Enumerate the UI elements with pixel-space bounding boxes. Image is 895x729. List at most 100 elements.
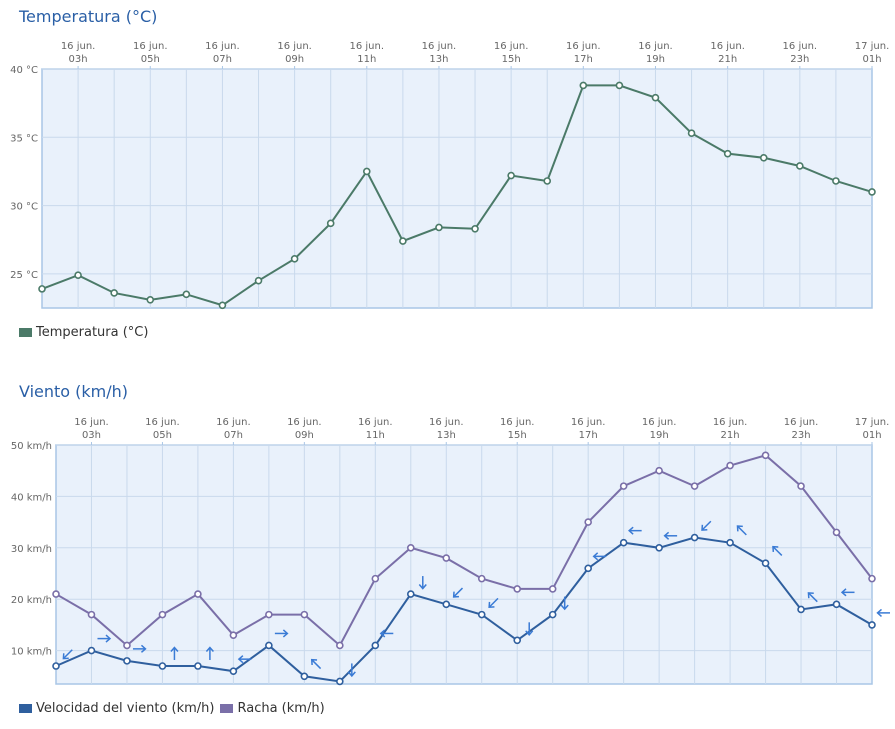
- data-point[interactable]: [362, 167, 371, 176]
- data-point[interactable]: [507, 171, 515, 180]
- data-point[interactable]: [87, 610, 96, 619]
- data-point[interactable]: [326, 219, 335, 228]
- data-point[interactable]: [651, 93, 660, 102]
- data-point[interactable]: [543, 177, 552, 185]
- x-tick-date-label: 16 jun.: [61, 41, 96, 52]
- data-point[interactable]: [218, 301, 227, 310]
- data-point[interactable]: [265, 641, 273, 650]
- data-point[interactable]: [87, 646, 96, 655]
- data-point[interactable]: [146, 296, 155, 304]
- data-point[interactable]: [726, 461, 734, 470]
- y-tick-label: 10 km/h: [11, 647, 52, 658]
- data-point[interactable]: [336, 641, 344, 650]
- data-point[interactable]: [123, 657, 131, 665]
- data-point[interactable]: [254, 276, 263, 285]
- x-tick-hour-label: 19h: [650, 430, 669, 441]
- y-tick-label: 50 km/h: [11, 441, 52, 452]
- wind-direction-arrow-icon: [560, 596, 569, 611]
- x-tick-date-label: 16 jun.: [783, 41, 818, 52]
- data-point[interactable]: [182, 290, 191, 299]
- x-tick-date-label: 16 jun.: [287, 417, 322, 428]
- data-point[interactable]: [471, 224, 479, 233]
- data-point[interactable]: [797, 605, 805, 614]
- data-point[interactable]: [832, 600, 841, 609]
- temperature-chart-title: Temperatura (°C): [19, 7, 158, 26]
- data-point[interactable]: [513, 636, 522, 645]
- data-point[interactable]: [797, 482, 805, 490]
- data-point[interactable]: [548, 585, 557, 593]
- data-point[interactable]: [290, 255, 299, 263]
- data-point[interactable]: [761, 559, 770, 568]
- x-tick-hour-label: 05h: [141, 54, 160, 65]
- legend-item-gust[interactable]: Racha (km/h): [220, 701, 325, 716]
- x-tick-hour-label: 07h: [224, 430, 243, 441]
- data-point[interactable]: [158, 662, 167, 670]
- data-point[interactable]: [229, 631, 238, 639]
- data-point[interactable]: [690, 482, 699, 490]
- data-point[interactable]: [726, 538, 734, 547]
- data-point[interactable]: [371, 641, 380, 650]
- data-point[interactable]: [868, 621, 876, 629]
- x-tick-date-label: 16 jun.: [566, 41, 601, 52]
- data-point[interactable]: [690, 533, 699, 542]
- data-point[interactable]: [832, 177, 840, 185]
- data-point[interactable]: [123, 641, 131, 650]
- data-point[interactable]: [584, 564, 592, 573]
- data-point[interactable]: [655, 466, 663, 475]
- data-point[interactable]: [868, 188, 876, 196]
- data-point[interactable]: [513, 585, 522, 593]
- data-point[interactable]: [399, 237, 407, 245]
- data-point[interactable]: [579, 81, 588, 90]
- wind-direction-arrow-icon: [379, 629, 394, 638]
- data-point[interactable]: [229, 667, 238, 675]
- wind-direction-arrow-icon: [628, 526, 642, 535]
- data-point[interactable]: [52, 590, 60, 598]
- data-point[interactable]: [38, 285, 46, 293]
- data-point[interactable]: [761, 451, 770, 460]
- x-tick-hour-label: 03h: [69, 54, 88, 65]
- data-point[interactable]: [52, 662, 60, 670]
- data-point[interactable]: [619, 482, 628, 490]
- data-point[interactable]: [477, 610, 486, 619]
- data-point[interactable]: [477, 574, 486, 583]
- wind-legend[interactable]: Velocidad del viento (km/h) Racha (km/h): [19, 701, 331, 716]
- data-point[interactable]: [584, 518, 592, 526]
- data-point[interactable]: [832, 528, 841, 537]
- data-point[interactable]: [687, 129, 696, 137]
- data-point[interactable]: [442, 554, 451, 562]
- x-tick-hour-label: 15h: [508, 430, 527, 441]
- data-point[interactable]: [619, 538, 628, 547]
- data-point[interactable]: [406, 590, 415, 598]
- data-point[interactable]: [158, 610, 167, 619]
- data-point[interactable]: [194, 662, 202, 670]
- x-tick-hour-label: 11h: [366, 430, 385, 441]
- legend-item-wind-speed[interactable]: Velocidad del viento (km/h): [19, 701, 214, 716]
- data-point[interactable]: [300, 610, 309, 619]
- wind-direction-arrow-icon: [170, 646, 179, 661]
- data-point[interactable]: [336, 677, 344, 686]
- data-point[interactable]: [615, 81, 624, 90]
- data-point[interactable]: [265, 610, 273, 619]
- data-point[interactable]: [442, 600, 451, 609]
- legend-item-temperature[interactable]: Temperatura (°C): [19, 325, 148, 340]
- wind-direction-arrow-icon: [310, 658, 322, 670]
- data-point[interactable]: [723, 149, 732, 158]
- data-point[interactable]: [406, 543, 415, 552]
- data-point[interactable]: [435, 223, 443, 232]
- wind-direction-arrow-icon: [772, 545, 783, 556]
- x-tick-date-label: 16 jun.: [350, 41, 385, 52]
- data-point[interactable]: [759, 153, 768, 162]
- y-tick-label: 30 °C: [10, 202, 38, 213]
- data-point[interactable]: [371, 574, 380, 583]
- data-point[interactable]: [194, 590, 202, 598]
- temperature-legend[interactable]: Temperatura (°C): [19, 325, 154, 340]
- data-point[interactable]: [548, 610, 557, 619]
- data-point[interactable]: [655, 543, 663, 552]
- data-point[interactable]: [796, 162, 804, 170]
- data-point[interactable]: [110, 289, 118, 297]
- x-tick-date-label: 16 jun.: [277, 41, 312, 52]
- data-point[interactable]: [74, 271, 82, 280]
- data-point[interactable]: [868, 574, 876, 583]
- data-point[interactable]: [300, 672, 309, 681]
- wind-direction-arrow-icon: [274, 629, 289, 638]
